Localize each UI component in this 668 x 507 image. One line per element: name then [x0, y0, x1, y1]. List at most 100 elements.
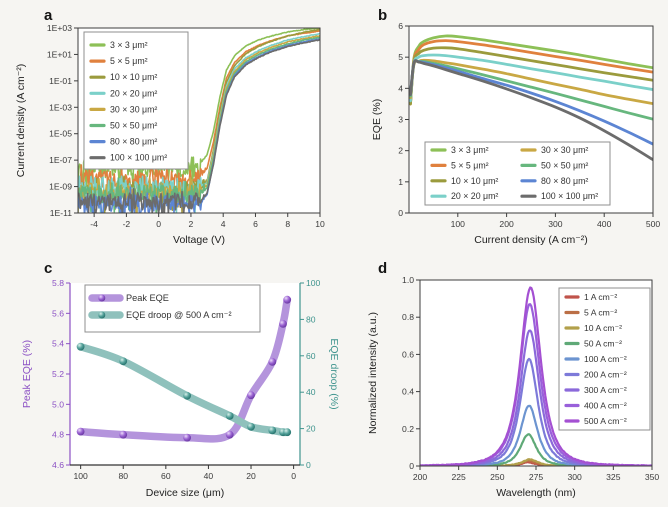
- legend-label: 30 × 30 μm²: [110, 104, 157, 114]
- panel-b-chart: 100 200 300 400 500 0 1 2 3 4 5 6 Current density (A…: [371, 21, 660, 246]
- x-tick-label: 350: [645, 472, 660, 482]
- legend-label: 100 A cm⁻²: [584, 354, 627, 364]
- legend-label: 1 A cm⁻²: [584, 292, 617, 302]
- legend: 3 × 3 μm² 5 × 5 μm² 10 × 10 μm² 20 × 20 μm²…: [424, 141, 611, 206]
- marker-eqe-droop-500-a-cm: [247, 422, 255, 431]
- legend-label: 20 × 20 μm²: [451, 191, 498, 201]
- panel-d: d 200 225 250 275 300 325 350 0 0.2 0.4 0.6 0.8 1.0 W…: [334, 253, 668, 507]
- y2-axis-label: EQE droop (%): [328, 338, 340, 409]
- legend-label: 10 × 10 μm²: [110, 72, 157, 82]
- x-tick-label: 0: [291, 471, 296, 481]
- panel-a-label: a: [44, 7, 53, 24]
- panel-d-label: d: [378, 260, 388, 277]
- x-tick-label: 0: [156, 219, 161, 229]
- y-tick-label: 0: [398, 208, 403, 218]
- marker-eqe-droop-500-a-cm: [225, 412, 234, 420]
- y-tick-label: 4.6: [52, 460, 64, 470]
- x-tick-label: -4: [90, 219, 98, 229]
- axes: 200 225 250 275 300 325 350 0 0.2 0.4 0.6 0.8 1.0 Wav…: [367, 275, 659, 499]
- marker-peak-eqe: [247, 391, 255, 400]
- y-tick-label: 1E-01: [49, 76, 72, 86]
- panel-a-chart: -4 -2 0 2 4 6 8 10 1E+03 1E+01 1E-01 1E-03 1E-05 1E-0…: [15, 23, 325, 246]
- x-axis-label: Current density (A cm⁻²): [474, 234, 588, 246]
- y2-tick-label: 60: [306, 351, 316, 361]
- axes: -4 -2 0 2 4 6 8 10 1E+03 1E+01 1E-01 1E-03 1E-05 1E-0…: [15, 23, 325, 246]
- y-axis-label: EQE (%): [371, 99, 383, 140]
- y-tick-label: 1: [398, 177, 403, 187]
- y-tick-label: 5.0: [52, 399, 64, 409]
- panel-c: c 100 80 60 40 20 0 4.6 4.8 5.0 5.2 5.4 5.6 5.8 0 20 40…: [0, 253, 340, 507]
- x-tick-label: 10: [315, 219, 325, 229]
- x-tick-label: -2: [123, 219, 131, 229]
- y-tick-label: 1E-11: [50, 208, 73, 218]
- legend-label: 50 × 50 μm²: [110, 121, 157, 131]
- panel-c-chart: 100 80 60 40 20 0 4.6 4.8 5.0 5.2 5.4 5.6 5.8 0 20 40 60…: [21, 278, 340, 499]
- y-tick-label: 3: [398, 115, 403, 125]
- x-tick-label: 275: [529, 472, 544, 482]
- series-10-10-m: [409, 46, 653, 106]
- y-tick-label: 0.8: [402, 312, 414, 322]
- y-tick-label: 1.0: [402, 275, 414, 285]
- x-axis-label: Voltage (V): [173, 234, 225, 246]
- legend: 3 × 3 μm² 5 × 5 μm² 10 × 10 μm² 20 × 20 μm²…: [83, 31, 189, 170]
- legend-label: 10 A cm⁻²: [584, 323, 622, 333]
- x-tick-label: 300: [548, 219, 563, 229]
- y-tick-label: 5: [398, 52, 403, 62]
- legend-label: 5 × 5 μm²: [451, 160, 489, 170]
- y-tick-label: 6: [398, 21, 403, 31]
- legend-label: 30 × 30 μm²: [541, 145, 588, 155]
- x-tick-label: 400: [597, 219, 612, 229]
- y2-tick-label: 100: [306, 278, 321, 288]
- marker-peak-eqe: [283, 295, 292, 304]
- x-tick-label: 500: [646, 219, 661, 229]
- x-tick-label: 200: [499, 219, 514, 229]
- legend-label: 50 A cm⁻²: [584, 339, 622, 349]
- panel-a: a -4 -2 0 2 4 6 8 10 1E+03 1E+01 1E-01 1E-03 1E-05 1E…: [0, 0, 334, 254]
- marker-peak-eqe: [279, 320, 287, 328]
- y-tick-label: 4.8: [52, 430, 64, 440]
- x-axis-label: Device size (μm): [146, 487, 224, 499]
- legend-label: 10 × 10 μm²: [451, 176, 498, 186]
- panel-c-label: c: [44, 260, 53, 277]
- legend-label: 50 × 50 μm²: [541, 160, 588, 170]
- legend-label: 5 × 5 μm²: [110, 56, 148, 66]
- x-tick-label: 200: [413, 472, 428, 482]
- axes: 100 200 300 400 500 0 1 2 3 4 5 6 Current density (A…: [371, 21, 660, 246]
- y-tick-label: 1E-05: [49, 129, 72, 139]
- y-axis-label: Normalized intensity (a.u.): [367, 312, 379, 434]
- x-tick-label: 8: [285, 219, 290, 229]
- x-tick-label: 60: [161, 471, 171, 481]
- marker-eqe-droop-500-a-cm: [283, 428, 292, 437]
- series-100-100-m: [409, 59, 653, 162]
- x-tick-label: 80: [118, 471, 128, 481]
- y-axis-label: Peak EQE (%): [21, 340, 33, 408]
- x-tick-label: 20: [246, 471, 256, 481]
- y-tick-label: 5.4: [52, 339, 64, 349]
- legend-label: 3 × 3 μm²: [451, 145, 489, 155]
- x-tick-label: 300: [567, 472, 582, 482]
- y-tick-label: 5.2: [52, 369, 64, 379]
- legend-label: 300 A cm⁻²: [584, 385, 627, 395]
- y2-tick-label: 0: [306, 460, 311, 470]
- marker-eqe-droop-500-a-cm: [119, 357, 128, 366]
- y-tick-label: 0.2: [402, 424, 414, 434]
- legend-label: 500 A cm⁻²: [584, 416, 627, 426]
- legend-label: 100 × 100 μm²: [541, 191, 598, 201]
- marker-peak-eqe: [225, 430, 234, 439]
- series-80-80-m: [78, 37, 320, 213]
- x-tick-label: 100: [73, 471, 88, 481]
- series-20-20-m: [409, 53, 653, 103]
- y-tick-label: 5.6: [52, 308, 64, 318]
- legend-label: 3 × 3 μm²: [110, 40, 148, 50]
- y-tick-label: 4: [398, 83, 403, 93]
- legend-label: 20 × 20 μm²: [110, 88, 157, 98]
- axes: 100 80 60 40 20 0 4.6 4.8 5.0 5.2 5.4 5.6 5.8 0 20 40 60…: [21, 278, 340, 499]
- y-tick-label: 1E-09: [49, 182, 72, 192]
- marker-peak-eqe: [76, 427, 85, 436]
- y-tick-label: 1E-03: [49, 102, 72, 112]
- legend-label: 5 A cm⁻²: [584, 308, 617, 318]
- x-axis-label: Wavelength (nm): [496, 487, 576, 499]
- x-tick-label: 100: [451, 219, 466, 229]
- series-10-a-cm: [420, 458, 652, 466]
